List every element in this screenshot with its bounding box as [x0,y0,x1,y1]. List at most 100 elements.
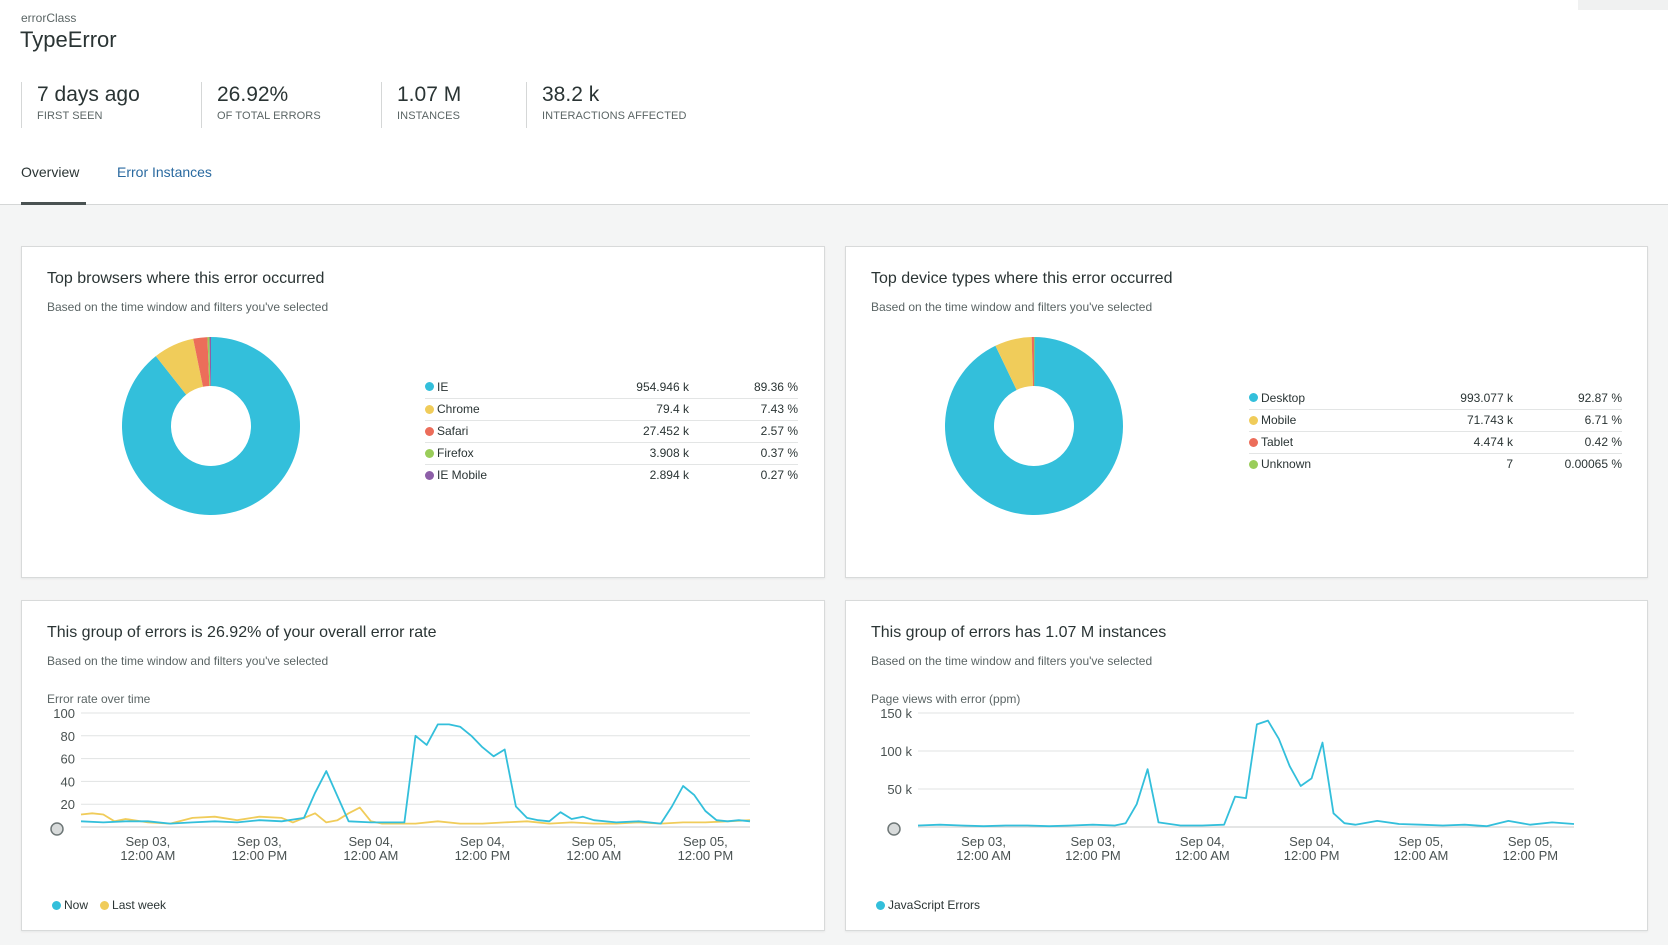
series-legend-item[interactable]: JavaScript Errors [876,898,980,912]
legend-name-cell: IE [425,376,585,399]
stat-value: 7 days ago [37,83,140,106]
series-line-last-week[interactable] [80,806,751,825]
stat-value: 1.07 M [397,83,462,106]
legend-row[interactable]: Safari 27.452 k 2.57 % [425,420,798,443]
legend-dot-icon [100,900,110,910]
browsers-legend-table: IE 954.946 k 89.36 % Chrome 79.4 k 7.43 % Safa… [425,376,798,486]
x-tick-label: Sep 03, [961,834,1006,849]
y-tick-label: 40 [61,774,75,789]
legend-row[interactable]: Chrome 79.4 k 7.43 % [425,398,798,421]
x-tick-label: 12:00 PM [678,848,734,863]
legend-count: 79.4 k [585,398,689,421]
axis-caption: Page views with error (ppm) [871,692,1021,706]
legend-name-cell: Chrome [425,398,585,421]
card-title: This group of errors has 1.07 M instance… [871,624,1167,641]
donut-slice-firefox[interactable] [207,337,211,387]
legend-dot-icon [1249,459,1258,469]
donut-slice-safari[interactable] [193,337,210,387]
legend-name: Firefox [437,446,474,460]
donut-slice-ie[interactable] [122,337,300,515]
legend-count: 27.452 k [585,420,689,443]
browsers-donut-chart [122,337,300,515]
series-line-now[interactable] [80,723,751,825]
legend-row[interactable]: Firefox 3.908 k 0.37 % [425,442,798,465]
x-tick-label: 12:00 AM [956,848,1011,863]
legend-count: 954.946 k [585,376,689,399]
legend-count: 71.743 k [1409,409,1513,432]
series-line-javascript-errors[interactable] [917,719,1575,828]
donut-slice-ie-mobile[interactable] [209,337,211,387]
legend-name: IE [437,379,449,394]
legend-name-cell: IE Mobile [425,464,585,486]
legend-name: Chrome [437,402,480,416]
y-tick-label: 100 k [880,744,912,759]
x-tick-label: Sep 04, [1289,834,1334,849]
legend-percent: 92.87 % [1513,387,1622,410]
x-tick-label: Sep 04, [348,834,393,849]
legend-dot-icon [425,426,434,436]
legend-name-cell: Safari [425,420,585,443]
y-tick-label: 60 [61,752,75,767]
x-tick-label: Sep 03, [1071,834,1116,849]
legend-percent: 6.71 % [1513,409,1622,432]
devices-donut-chart [945,337,1123,515]
series-legend-item[interactable]: Last week [100,898,166,912]
tab-error-instances[interactable]: Error Instances [117,164,212,180]
stat-total-errors: 26.92% OF TOTAL ERRORS [201,82,381,128]
legend-dot-icon [876,900,885,910]
instances-card: This group of errors has 1.07 M instance… [845,600,1648,931]
error-rate-card: This group of errors is 26.92% of your o… [21,600,825,931]
stats-row: 7 days ago FIRST SEEN 26.92% OF TOTAL ER… [21,82,726,128]
legend-dot-icon [1249,437,1258,447]
legend-name-cell: Mobile [1249,409,1409,432]
legend-count: 3.908 k [585,442,689,465]
card-subtitle: Based on the time window and filters you… [871,654,1153,668]
browsers-card: Top browsers where this error occurred B… [21,246,825,578]
card-title: Top device types where this error occurr… [871,270,1173,287]
legend-row[interactable]: Mobile 71.743 k 6.71 % [1249,409,1622,432]
instances-legend: JavaScript Errors [876,898,992,912]
legend-percent: 0.42 % [1513,431,1622,454]
legend-row[interactable]: Desktop 993.077 k 92.87 % [1249,387,1622,410]
tab-bar: Overview Error Instances [21,161,243,205]
stat-label: INSTANCES [397,110,461,122]
legend-name-cell: Tablet [1249,431,1409,454]
error-rate-legend: Now Last week [52,898,178,912]
x-tick-label: Sep 03, [237,834,282,849]
card-subtitle: Based on the time window and filters you… [871,300,1153,314]
donut-slice-unknown[interactable] [1033,337,1035,387]
devices-legend-table: Desktop 993.077 k 92.87 % Mobile 71.743 k 6.7… [1249,387,1622,475]
stat-label: INTERACTIONS AFFECTED [542,110,687,122]
legend-dot-icon [425,470,434,480]
donut-slice-desktop[interactable] [945,337,1123,515]
error-class-label: errorClass [21,11,77,25]
x-tick-label: 12:00 PM [455,848,511,863]
stat-instances: 1.07 M INSTANCES [381,82,526,128]
tab-overview[interactable]: Overview [21,161,86,205]
legend-name: Desktop [1261,390,1306,405]
legend-count: 2.894 k [649,468,689,483]
x-tick-label: Sep 03, [125,834,170,849]
x-tick-label: 12:00 PM [1502,848,1558,863]
card-title: Top browsers where this error occurred [47,270,325,287]
legend-row[interactable]: IE 954.946 k 89.36 % [425,376,798,399]
legend-dot-icon [425,448,434,458]
donut-slice-tablet[interactable] [1031,337,1034,387]
series-legend-item[interactable]: Now [52,898,88,912]
legend-row[interactable]: IE Mobile 2.894 k 0.27 % [425,464,798,486]
stat-interactions-affected: 38.2 k INTERACTIONS AFFECTED [526,82,726,128]
error-header: errorClass TypeError 7 days ago FIRST SE… [0,0,1668,205]
legend-row[interactable]: Unknown 7 0.00065 % [1249,453,1622,475]
x-tick-label: 12:00 AM [566,848,621,863]
header-corner-control [1578,0,1668,10]
y-tick-label: 150 k [880,706,912,721]
card-subtitle: Based on the time window and filters you… [47,654,329,668]
time-slider-handle-icon[interactable] [50,822,64,836]
donut-slice-chrome[interactable] [155,338,203,395]
time-slider-handle-icon[interactable] [887,822,901,836]
legend-row[interactable]: Tablet 4.474 k 0.42 % [1249,431,1622,454]
donut-slice-mobile[interactable] [995,337,1033,390]
stat-value: 38.2 k [542,83,600,106]
